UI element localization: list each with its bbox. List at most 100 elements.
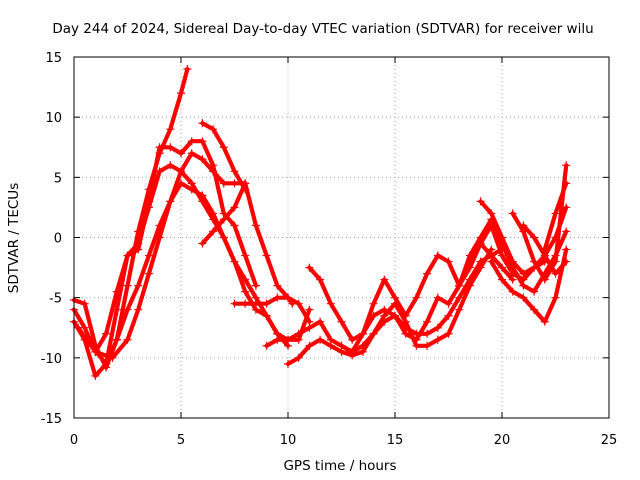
- data-point-marker: [530, 257, 539, 266]
- series-track-10: [284, 245, 496, 368]
- data-point-marker: [209, 227, 218, 236]
- data-point-marker: [369, 299, 378, 308]
- data-point-marker: [487, 257, 496, 266]
- data-point-marker: [183, 65, 192, 74]
- data-point-marker: [433, 251, 442, 260]
- data-point-marker: [433, 335, 442, 344]
- data-point-marker: [444, 329, 453, 338]
- data-point-marker: [519, 221, 528, 230]
- data-point-marker: [288, 299, 297, 308]
- data-point-marker: [91, 371, 100, 380]
- series-trace: [339, 223, 547, 354]
- data-point-marker: [209, 125, 218, 134]
- data-point-marker: [74, 323, 83, 332]
- series-track-11: [305, 239, 517, 344]
- data-point-marker: [551, 293, 560, 302]
- data-point-marker: [316, 275, 325, 284]
- data-point-marker: [412, 335, 421, 344]
- data-point-marker: [198, 119, 207, 128]
- data-point-marker: [230, 203, 239, 212]
- data-point-marker: [102, 359, 111, 368]
- data-point-marker: [198, 239, 207, 248]
- data-point-marker: [519, 269, 528, 278]
- data-point-marker: [498, 263, 506, 272]
- y-tick-label: 10: [45, 111, 62, 126]
- data-point-marker: [498, 275, 506, 284]
- data-point-marker: [423, 317, 432, 326]
- data-point-marker: [455, 293, 464, 302]
- data-point-marker: [187, 149, 196, 158]
- series-trace: [232, 295, 295, 306]
- series-trace: [510, 163, 569, 282]
- data-point-marker: [144, 269, 153, 278]
- data-point-marker: [177, 167, 185, 176]
- data-point-marker: [230, 257, 239, 266]
- x-axis-label: GPS time / hours: [283, 458, 396, 474]
- data-point-marker: [444, 257, 453, 266]
- data-point-marker: [508, 257, 517, 266]
- data-point-marker: [465, 281, 474, 290]
- data-point-marker: [391, 311, 399, 320]
- data-point-marker: [241, 251, 250, 260]
- data-point-marker: [219, 143, 228, 152]
- data-point-marker: [187, 185, 196, 194]
- data-point-marker: [230, 299, 239, 308]
- data-point-marker: [326, 341, 335, 350]
- data-point-marker: [177, 149, 185, 158]
- data-point-marker: [348, 347, 357, 356]
- data-point-marker: [433, 323, 442, 332]
- data-point-marker: [380, 275, 389, 284]
- series-track-6: [230, 293, 297, 308]
- data-point-marker: [230, 179, 239, 188]
- data-point-marker: [348, 335, 357, 344]
- x-tick-label: 25: [601, 433, 618, 448]
- data-point-marker: [337, 341, 346, 350]
- data-point-marker: [108, 353, 117, 362]
- y-tick-label: 0: [54, 232, 62, 247]
- data-point-marker: [241, 287, 250, 296]
- data-point-marker: [401, 311, 410, 320]
- data-point-marker: [144, 203, 153, 212]
- data-point-marker: [262, 341, 271, 350]
- data-point-marker: [508, 209, 517, 218]
- data-point-marker: [530, 233, 539, 242]
- series-track-16: [487, 245, 571, 326]
- data-point-marker: [123, 335, 132, 344]
- series-trace: [489, 247, 569, 324]
- y-tick-label: -15: [41, 412, 62, 427]
- series-track-5: [91, 149, 314, 362]
- data-point-marker: [112, 287, 121, 296]
- data-point-marker: [209, 209, 218, 218]
- data-point-marker: [498, 233, 506, 242]
- data-point-marker: [219, 179, 228, 188]
- data-point-marker: [273, 293, 282, 302]
- data-point-marker: [102, 329, 111, 338]
- series-trace: [93, 151, 312, 360]
- data-point-marker: [241, 179, 250, 188]
- data-point-marker: [391, 293, 399, 302]
- data-point-marker: [369, 311, 378, 320]
- data-point-marker: [251, 281, 260, 290]
- data-point-marker: [326, 299, 335, 308]
- data-point-marker: [262, 299, 271, 308]
- data-point-marker: [166, 161, 175, 170]
- series-track-8: [198, 179, 250, 248]
- data-point-marker: [487, 209, 496, 218]
- data-point-marker: [123, 251, 132, 260]
- data-point-marker: [455, 281, 464, 290]
- data-point-marker: [540, 317, 549, 326]
- x-tick-label: 10: [280, 433, 297, 448]
- y-tick-label: -10: [41, 352, 62, 367]
- data-point-marker: [562, 245, 571, 254]
- series-trace: [76, 181, 312, 366]
- data-point-marker: [155, 167, 164, 176]
- data-point-marker: [177, 89, 185, 98]
- series-trace: [285, 247, 494, 366]
- data-point-marker: [166, 197, 175, 206]
- data-point-marker: [284, 359, 292, 368]
- x-tick-label: 0: [70, 433, 78, 448]
- data-point-marker: [444, 311, 453, 320]
- data-point-marker: [369, 329, 378, 338]
- data-point-marker: [123, 281, 132, 290]
